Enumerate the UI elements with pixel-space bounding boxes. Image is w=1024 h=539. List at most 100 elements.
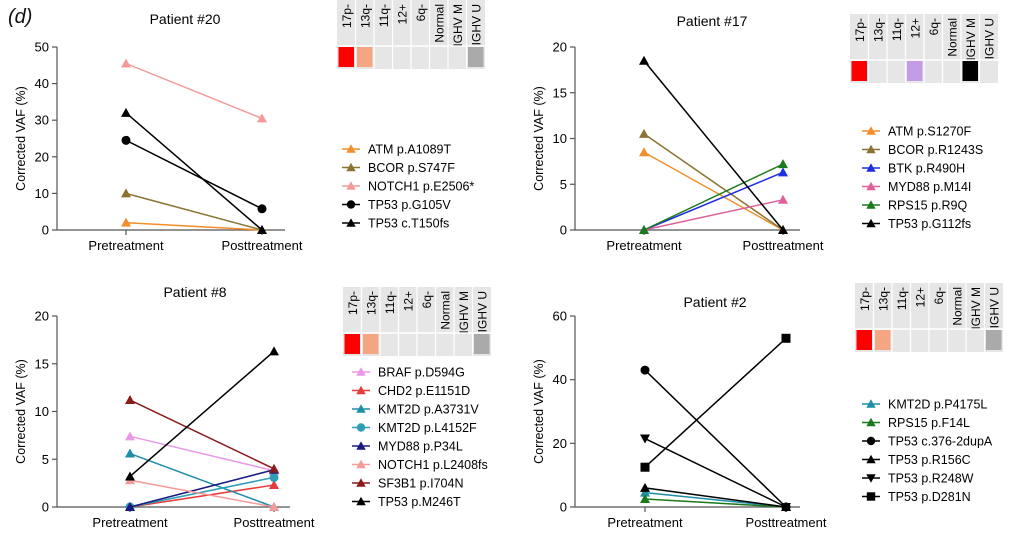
series-5 (121, 107, 267, 234)
karyotype-label: IGHV U (469, 4, 483, 45)
karyotype-cell (967, 330, 983, 350)
karyotype-label: IGHV U (982, 18, 996, 59)
legend-marker (346, 144, 356, 153)
y-tick-label: 40 (553, 372, 567, 387)
data-point (639, 225, 649, 234)
series-7 (125, 395, 279, 473)
legend-item: BCOR p.S747F (342, 161, 455, 175)
series-line (125, 139, 263, 210)
legend-item: MYD88 p.M14I (862, 180, 971, 194)
karyotype-label: IGHV U (475, 291, 489, 332)
data-point (269, 502, 279, 511)
series-line (644, 369, 787, 508)
data-point (121, 135, 131, 145)
y-tick-label: 20 (553, 40, 567, 55)
series-line (643, 151, 784, 231)
legend: BRAF p.D594G CHD2 p.E1151D KMT2D p.A3731V K… (352, 366, 488, 509)
series-4 (121, 135, 267, 214)
chart-title: Patient #8 (163, 284, 226, 300)
karyotype-label: Normal (432, 4, 446, 43)
data-point (125, 471, 135, 481)
legend-marker (346, 200, 356, 209)
data-point (121, 58, 131, 68)
karyotype-label: IGHV M (964, 18, 978, 61)
data-point (125, 502, 135, 511)
karyotype-cell (949, 330, 965, 350)
legend-item: NOTCH1 p.E2506* (342, 180, 474, 194)
legend-marker (356, 367, 366, 376)
series-line (644, 437, 787, 508)
legend-item: BTK p.R490H (862, 162, 965, 176)
legend-label: BTK p.R490H (888, 162, 965, 176)
legend-item: ATM p.S1270F (862, 125, 972, 139)
series-line (643, 60, 784, 231)
y-tick-label: 20 (35, 309, 49, 324)
legend-marker (356, 496, 366, 506)
series-line (129, 479, 275, 508)
series-line (129, 399, 275, 470)
series-line (125, 192, 263, 231)
karyotype-grid: 17p- 13q- 11q- 12+ 6q- Normal IGHV M IGHV U (337, 0, 485, 69)
x-tick-label: Pretreatment (606, 238, 682, 253)
legend-label: ATM p.S1270F (888, 125, 972, 139)
legend-marker (866, 126, 876, 135)
legend-label: NOTCH1 p.E2506* (368, 180, 474, 194)
legend: ATM p.A1089T BCOR p.S747F NOTCH1 p.E2506* T… (342, 143, 474, 231)
series-line (644, 337, 787, 468)
series-3 (639, 167, 788, 234)
legend-label: TP53 p.G112fs (888, 217, 971, 231)
legend-item: TP53 p.M246T (352, 495, 461, 509)
legend-marker (356, 459, 366, 469)
data-point (778, 194, 788, 204)
legend-marker (866, 144, 876, 154)
karyotype-cell (986, 330, 1002, 350)
x-tick-label: Pretreatment (88, 238, 164, 253)
series-line (129, 476, 275, 508)
data-point (269, 480, 279, 490)
series-1 (125, 431, 279, 475)
legend-item: RPS15 p.R9Q (862, 199, 967, 213)
legend-label: NOTCH1 p.L2408fs (378, 458, 488, 472)
karyotype-label: Normal (945, 18, 959, 57)
karyotype-cell (431, 47, 447, 67)
series-line (129, 435, 275, 472)
legend-label: ATM p.A1089T (368, 143, 452, 157)
data-point (269, 472, 279, 482)
legend-item: CHD2 p.E1151D (352, 384, 470, 398)
y-tick-label: 0 (560, 223, 567, 238)
data-point (257, 204, 267, 214)
karyotype-label: 17p- (853, 18, 867, 42)
series-4 (125, 472, 279, 512)
data-point (640, 494, 650, 504)
series-6 (640, 333, 791, 472)
legend-item: TP53 c.T150fs (342, 217, 449, 231)
karyotype-cell (344, 334, 360, 354)
y-tick-label: 40 (35, 76, 49, 91)
legend-marker (866, 163, 876, 172)
series-8 (125, 346, 279, 481)
karyotype-label: 13q- (871, 18, 885, 42)
series-2 (640, 494, 791, 511)
legend-marker (866, 454, 876, 464)
y-tick-label: 20 (553, 436, 567, 451)
karyotype-label: 12+ (913, 287, 927, 307)
legend-item: KMT2D p.L4152F (352, 421, 477, 435)
karyotype-cell (907, 61, 923, 81)
legend-label: TP53 p.G105V (368, 198, 451, 212)
karyotype-cell (893, 330, 909, 350)
karyotype-cell (468, 47, 484, 67)
legend-item: TP53 p.R156C (862, 453, 971, 467)
karyotype-label: Normal (950, 287, 964, 326)
y-tick-label: 0 (42, 500, 49, 515)
karyotype-cell (338, 47, 354, 67)
series-line (125, 62, 263, 120)
chart-panel-1: Patient #20 0 10 20 30 40 50 Pretreatment Posttr… (14, 0, 485, 253)
karyotype-cell (449, 47, 465, 67)
series-line (644, 491, 787, 508)
legend-label: SF3B1 p.I704N (378, 477, 463, 491)
karyotype-label: 12+ (908, 18, 922, 38)
karyotype-label: 11q- (377, 4, 391, 27)
legend-item: TP53 c.376-2dupA (862, 435, 993, 449)
legend-item: KMT2D p.A3731V (352, 403, 479, 417)
karyotype-cell (875, 330, 891, 350)
